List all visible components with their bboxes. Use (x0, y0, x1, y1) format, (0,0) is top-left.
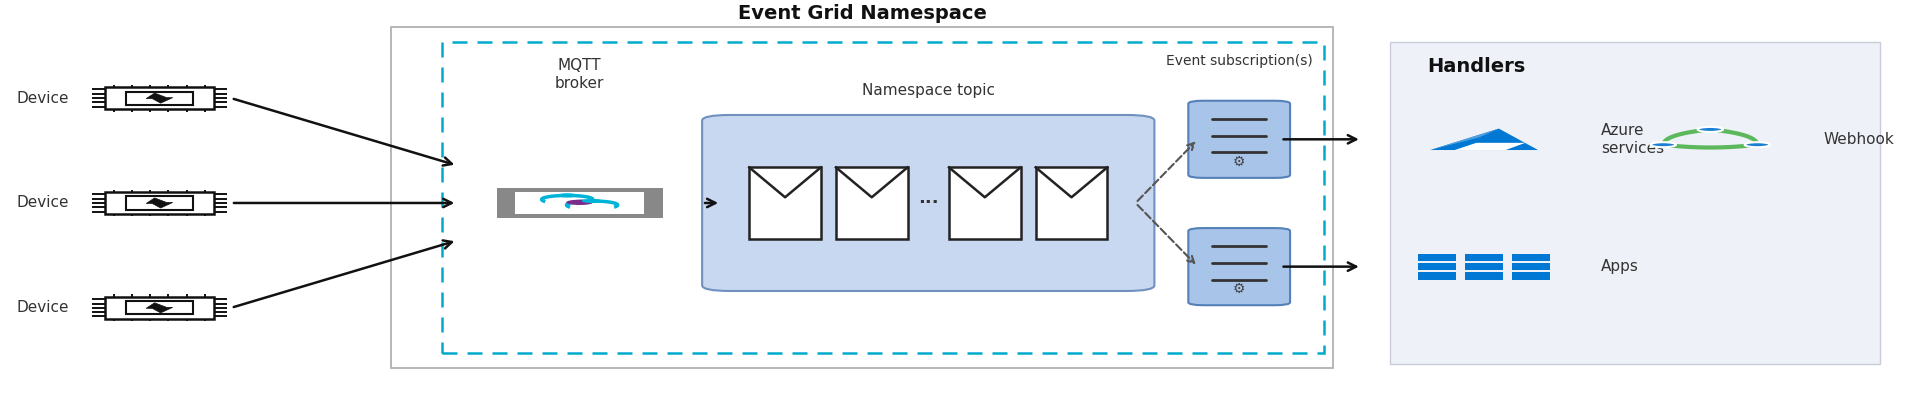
FancyBboxPatch shape (1466, 263, 1504, 270)
Polygon shape (1429, 129, 1498, 150)
Text: Namespace topic: Namespace topic (862, 83, 996, 98)
FancyBboxPatch shape (1418, 253, 1456, 261)
Text: ⚙: ⚙ (1233, 155, 1246, 169)
FancyBboxPatch shape (1389, 42, 1880, 364)
Bar (126, 301, 193, 314)
FancyBboxPatch shape (950, 167, 1020, 239)
FancyBboxPatch shape (835, 167, 908, 239)
Text: Handlers: Handlers (1428, 57, 1525, 76)
Text: ···: ··· (917, 194, 938, 212)
FancyBboxPatch shape (1189, 101, 1290, 178)
Polygon shape (1454, 143, 1525, 150)
Circle shape (566, 200, 592, 205)
Bar (105, 297, 214, 319)
Text: Device: Device (17, 91, 69, 106)
Circle shape (1745, 142, 1770, 147)
FancyBboxPatch shape (1036, 167, 1106, 239)
Text: Azure
services: Azure services (1601, 123, 1664, 156)
Text: Device: Device (17, 195, 69, 211)
FancyBboxPatch shape (749, 167, 822, 239)
FancyBboxPatch shape (1466, 253, 1504, 261)
Bar (126, 92, 193, 105)
FancyBboxPatch shape (1418, 263, 1456, 270)
Polygon shape (145, 303, 172, 313)
Polygon shape (1429, 129, 1538, 150)
Polygon shape (145, 198, 172, 208)
Bar (105, 87, 214, 109)
Bar (497, 188, 663, 192)
Text: Device: Device (17, 300, 69, 315)
Circle shape (1697, 127, 1724, 132)
Text: Event subscription(s): Event subscription(s) (1166, 54, 1313, 68)
FancyBboxPatch shape (1418, 272, 1456, 280)
Circle shape (556, 193, 577, 198)
Bar (497, 188, 516, 218)
FancyBboxPatch shape (701, 115, 1154, 291)
Text: MQTT
broker: MQTT broker (554, 58, 604, 91)
Bar (126, 196, 193, 209)
Bar (497, 214, 663, 218)
Bar (105, 192, 214, 214)
Polygon shape (145, 93, 172, 103)
FancyBboxPatch shape (1512, 253, 1550, 261)
Text: Apps: Apps (1601, 259, 1640, 274)
Text: ⚙: ⚙ (1233, 282, 1246, 296)
Text: Webhook: Webhook (1823, 132, 1894, 147)
Circle shape (581, 199, 602, 203)
FancyBboxPatch shape (1512, 272, 1550, 280)
Circle shape (1651, 142, 1676, 147)
FancyBboxPatch shape (1512, 263, 1550, 270)
Text: Event Grid Namespace: Event Grid Namespace (738, 4, 986, 23)
FancyBboxPatch shape (1466, 272, 1504, 280)
Bar (644, 188, 663, 218)
FancyBboxPatch shape (1189, 228, 1290, 305)
